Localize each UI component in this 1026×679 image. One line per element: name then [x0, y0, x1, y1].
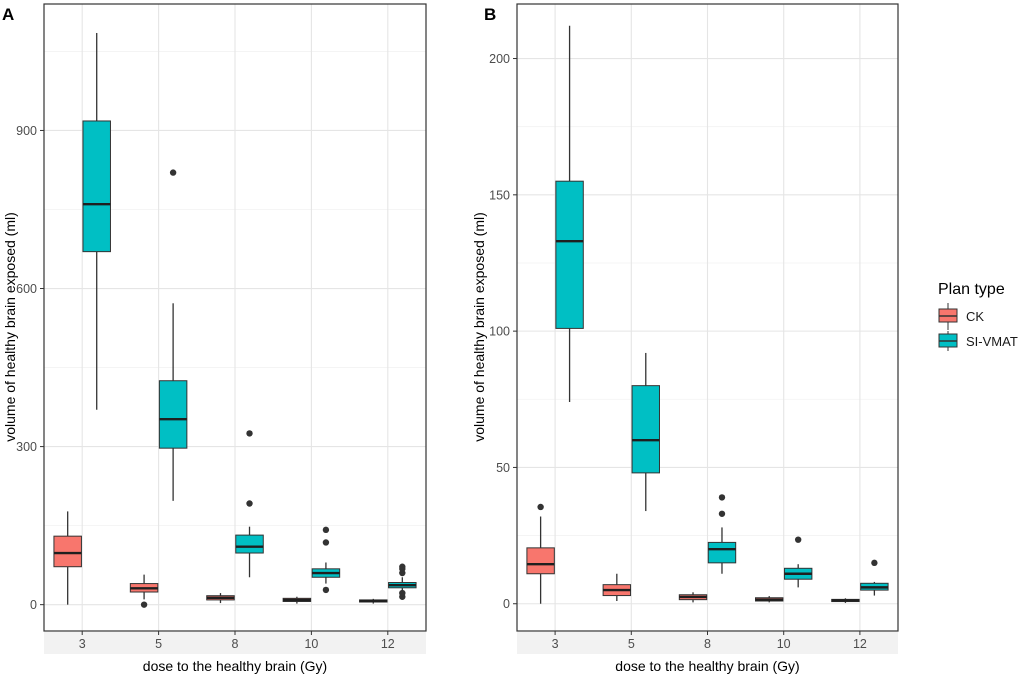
panel-label: B	[484, 5, 496, 24]
outlier-point	[399, 563, 406, 570]
x-tick-label: 5	[155, 637, 162, 651]
box-ck-3	[526, 503, 555, 604]
legend-key-si-vmat	[938, 331, 958, 351]
box-body	[555, 180, 584, 329]
box-ck-10	[755, 596, 784, 603]
box-body	[707, 541, 737, 564]
x-tick-label: 12	[853, 637, 867, 651]
x-axis-strip	[44, 632, 426, 654]
y-tick-label: 50	[496, 461, 510, 475]
outlier-point	[246, 430, 253, 437]
box-si-vmat-5	[158, 169, 188, 501]
box-si-vmat-3	[82, 32, 111, 410]
legend-label-si-vmat: SI-VMAT	[966, 334, 1018, 349]
panel-a: 0 300 600 900 3 5 8 10 12 dose to the healthy bra…	[2, 3, 427, 674]
legend-title: Plan type	[938, 281, 1005, 298]
box-ck-8	[678, 592, 708, 603]
y-axis-title: volume of healthy brain exposed (ml)	[471, 212, 487, 442]
x-tick-label: 10	[304, 637, 318, 651]
outlier-point	[718, 494, 726, 501]
outlier-point	[169, 169, 177, 176]
outlier-point	[140, 601, 148, 608]
outlier-point	[322, 526, 330, 534]
legend-label-ck: CK	[966, 309, 984, 324]
box-si-vmat-10	[311, 526, 341, 594]
box-body	[631, 385, 660, 474]
box-body	[53, 535, 82, 568]
y-tick-label: 900	[16, 124, 37, 138]
y-tick-label: 600	[16, 282, 37, 296]
box-si-vmat-5	[631, 352, 660, 512]
x-tick-label: 8	[232, 637, 239, 651]
y-tick-label: 300	[16, 440, 37, 454]
outlier-point	[399, 589, 406, 597]
box-si-vmat-12	[388, 563, 417, 600]
box-ck-12	[831, 598, 860, 603]
outlier-point	[322, 539, 330, 546]
box-body	[235, 534, 264, 554]
box-body	[526, 547, 555, 575]
box-si-vmat-8	[707, 494, 737, 574]
x-tick-label: 3	[552, 637, 559, 651]
y-axis-title: volume of healthy brain exposed (ml)	[2, 212, 18, 442]
y-tick-label: 0	[30, 598, 37, 612]
x-tick-label: 5	[628, 637, 635, 651]
outlier-point	[322, 586, 330, 594]
box-ck-5	[129, 574, 159, 608]
box-ck-5	[602, 573, 632, 602]
box-si-vmat-3	[555, 25, 584, 403]
box-si-vmat-8	[235, 430, 264, 578]
outlier-point	[246, 500, 253, 507]
legend-key-ck	[938, 303, 958, 330]
outlier-point	[718, 510, 726, 517]
x-axis-title: dose to the healthy brain (Gy)	[615, 658, 799, 674]
box-ck-3	[53, 511, 82, 605]
x-tick-label: 10	[777, 637, 791, 651]
x-tick-label: 3	[79, 637, 86, 651]
y-tick-label: 200	[489, 52, 510, 66]
box-body	[82, 120, 111, 253]
panel-b: 0 50 100 150 200 3 5 8 10 12 dose to the healthy b…	[471, 3, 899, 674]
outlier-point	[537, 503, 544, 511]
x-tick-label: 12	[381, 637, 395, 651]
x-axis-strip	[517, 632, 898, 654]
box-ck-8	[206, 593, 235, 604]
box-ck-10	[282, 596, 312, 604]
box-si-vmat-10	[783, 536, 813, 588]
box-si-vmat-12	[860, 559, 889, 596]
panel-label: A	[2, 5, 14, 24]
x-tick-label: 8	[704, 637, 711, 651]
x-axis-title: dose to the healthy brain (Gy)	[143, 658, 327, 674]
outlier-point	[794, 536, 802, 543]
box-ck-12	[359, 598, 388, 604]
legend: Plan type CK SI-VMAT	[938, 281, 1018, 351]
y-tick-label: 150	[489, 188, 510, 202]
y-tick-label: 0	[503, 597, 510, 611]
y-tick-label: 100	[489, 325, 510, 339]
box-body	[158, 380, 188, 449]
outlier-point	[871, 559, 878, 567]
